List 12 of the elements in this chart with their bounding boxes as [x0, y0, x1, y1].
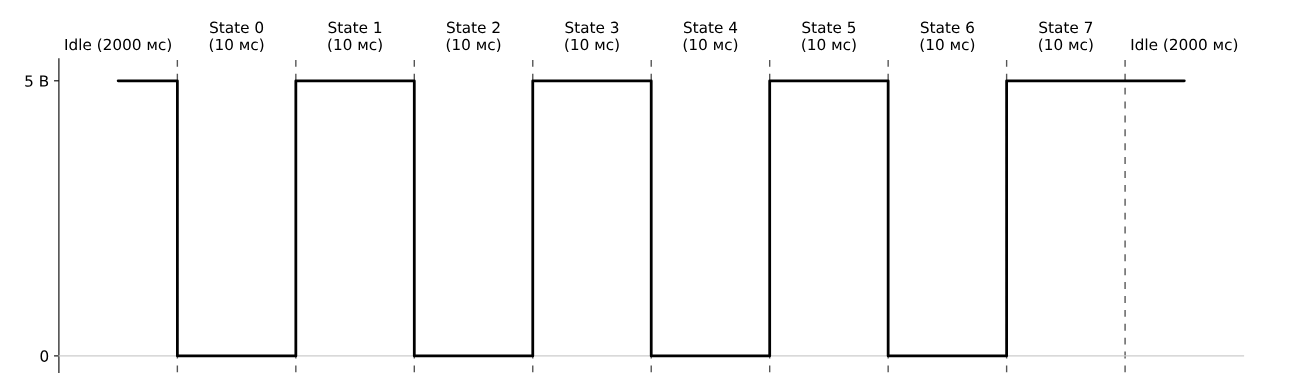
- x-tick-label: Idle (2000 мс): [1131, 38, 1238, 53]
- x-tick-label: Idle (2000 мс): [65, 38, 171, 53]
- x-tick-label: State 5 (10 мс): [802, 21, 856, 53]
- y-tick-label: 0: [40, 350, 49, 362]
- x-tick-label: State 3 (10 мс): [565, 21, 619, 53]
- x-tick-label: State 1 (10 мс): [328, 21, 382, 53]
- x-tick-label: State 2 (10 мс): [446, 21, 501, 53]
- y-tick-label: 5 В: [25, 75, 49, 87]
- x-tick-label: State 0 (10 мс): [209, 21, 264, 53]
- x-tick-label: State 6 (10 мс): [920, 21, 975, 53]
- x-tick-label: State 7 (10 мс): [1039, 21, 1093, 53]
- x-tick-label: State 4 (10 мс): [683, 21, 738, 53]
